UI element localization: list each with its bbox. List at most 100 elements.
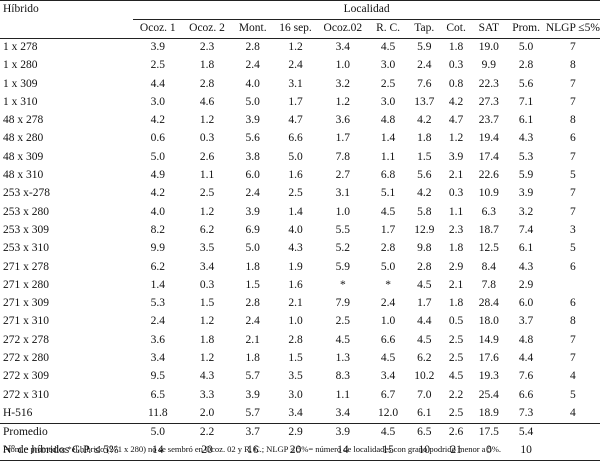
table-cell: 3.2 [335, 77, 351, 90]
table-cell: 19.0 [478, 40, 499, 53]
table-cell: 13.7 [414, 95, 435, 108]
table-cell: 7 [570, 333, 576, 346]
table-cell: 2.8 [288, 333, 303, 346]
table-cell: 3.5 [199, 242, 215, 255]
table-cell: 1.6 [288, 278, 303, 291]
row-label: 271 x 310 [3, 315, 49, 328]
table-cell: 5.7 [245, 406, 260, 419]
table-cell: 17.4 [478, 150, 499, 163]
row-label: 253 x 309 [3, 223, 49, 236]
table-cell: 12.0 [378, 406, 399, 419]
table-cell [545, 422, 600, 443]
table-cell: 2.1 [448, 278, 464, 291]
table-cell: 6.1 [518, 242, 534, 255]
table-cell: 6.9 [245, 223, 260, 236]
table-cell: 6.5 [150, 388, 165, 401]
table-cell: 2.9 [273, 422, 318, 443]
table-cell: 17.6 [478, 351, 499, 364]
table-cell: 6.6 [518, 388, 534, 401]
table-cell: 3.9 [518, 187, 534, 200]
table-cell: 2.8 [245, 40, 260, 53]
table-cell: 2.8 [380, 242, 396, 255]
table-cell: 1.8 [448, 40, 464, 53]
table-cell: 7 [570, 187, 576, 200]
table-cell: 6.3 [481, 205, 497, 218]
table-cell: 3.4 [335, 40, 351, 53]
table-cell: 3.4 [335, 406, 351, 419]
table-cell: 1.0 [335, 59, 351, 72]
table-cell: 1.8 [245, 260, 260, 273]
table-cell: * [385, 278, 391, 291]
row-label: 272 x 278 [3, 333, 49, 346]
table-cell: 2.4 [245, 315, 260, 328]
table-cell: 6 [570, 260, 576, 273]
table-cell: 2.8 [417, 260, 432, 273]
table-row: 253 x 309 8.2 6.2 6.9 4.0 5.5 1.7 12.9 2.3 18.7 7.… [0, 222, 600, 240]
row-label: 271 x 278 [3, 260, 49, 273]
table-cell: 7.6 [518, 370, 534, 383]
table-cell: 7.4 [518, 223, 534, 236]
table-cell: 1.7 [288, 95, 303, 108]
table-cell: 19.3 [478, 370, 499, 383]
table-cell: 5.0 [518, 40, 534, 53]
table-cell: 14.9 [478, 333, 499, 346]
table-cell: 1.8 [245, 351, 260, 364]
table-row: 1 x 310 3.0 4.6 5.0 1.7 1.2 3.0 13.7 4.2 27.3 7.1 7 [0, 93, 600, 111]
column-header: NLGP ≤5% [545, 19, 600, 39]
table-cell: 2.4 [245, 59, 260, 72]
table-cell: 3.1 [288, 77, 303, 90]
table-cell: 22.3 [478, 77, 499, 90]
table-cell: 4.2 [150, 187, 165, 200]
table-cell: 7.1 [518, 95, 534, 108]
table-cell: 6.6 [288, 132, 303, 145]
table-cell: 9.9 [150, 242, 165, 255]
table-cell: 5.9 [518, 169, 534, 182]
table-cell: 9.5 [150, 370, 165, 383]
row-label: Promedio [0, 422, 134, 443]
table-cell: 5.6 [518, 77, 534, 90]
row-label: 272 x 310 [3, 388, 49, 401]
table-cell: 3.9 [245, 388, 260, 401]
table-cell: 3.0 [150, 95, 165, 108]
table-cell: 2.8 [199, 77, 215, 90]
table-cell: 3.8 [245, 150, 260, 163]
table-cell: 4.8 [518, 333, 534, 346]
table-cell: 1.4 [150, 278, 165, 291]
table-cell: 4.2 [150, 114, 165, 127]
column-header: Mont. [231, 19, 274, 39]
table-cell: 4.3 [288, 242, 303, 255]
table-cell: 10 [506, 442, 546, 461]
table-cell: 3.2 [518, 205, 534, 218]
table-cell: 3.0 [288, 388, 303, 401]
table-cell: 6.1 [518, 114, 534, 127]
table-cell: 9.9 [481, 59, 497, 72]
table-cell: 2.4 [417, 59, 432, 72]
table-cell: 1.7 [335, 132, 351, 145]
row-label: 1 x 278 [3, 40, 38, 53]
table-cell: 18.9 [478, 406, 499, 419]
table-cell: 4.6 [199, 95, 215, 108]
table-cell: 5.4 [506, 422, 546, 443]
table-cell: 4.5 [448, 370, 464, 383]
column-header: Cot. [440, 19, 472, 39]
table-cell: 1.2 [199, 315, 215, 328]
table-cell: 1.8 [199, 59, 215, 72]
table-cell: 5.0 [133, 422, 183, 443]
table-cell: 3.9 [245, 114, 260, 127]
column-header: Ocoz. 2 [182, 19, 232, 39]
table-cell: 18.0 [478, 315, 499, 328]
table-cell: 4.0 [288, 223, 303, 236]
table-cell: 7.6 [417, 77, 432, 90]
table-cell: 2.4 [380, 297, 396, 310]
table-row: 272 x 278 3.6 1.8 2.1 2.8 4.5 6.6 4.5 2.5 14.9 4.8… [0, 331, 600, 349]
table-cell: 5.0 [245, 242, 260, 255]
table-cell: 6 [570, 297, 576, 310]
table-cell: 1.8 [199, 333, 215, 346]
table-cell: 4.0 [245, 77, 260, 90]
table-cell: 3.4 [288, 406, 303, 419]
table-cell: 1.3 [335, 351, 351, 364]
table-cell: 1.8 [448, 242, 464, 255]
table-cell: 10.9 [478, 187, 499, 200]
row-label: 253 x 310 [3, 242, 49, 255]
